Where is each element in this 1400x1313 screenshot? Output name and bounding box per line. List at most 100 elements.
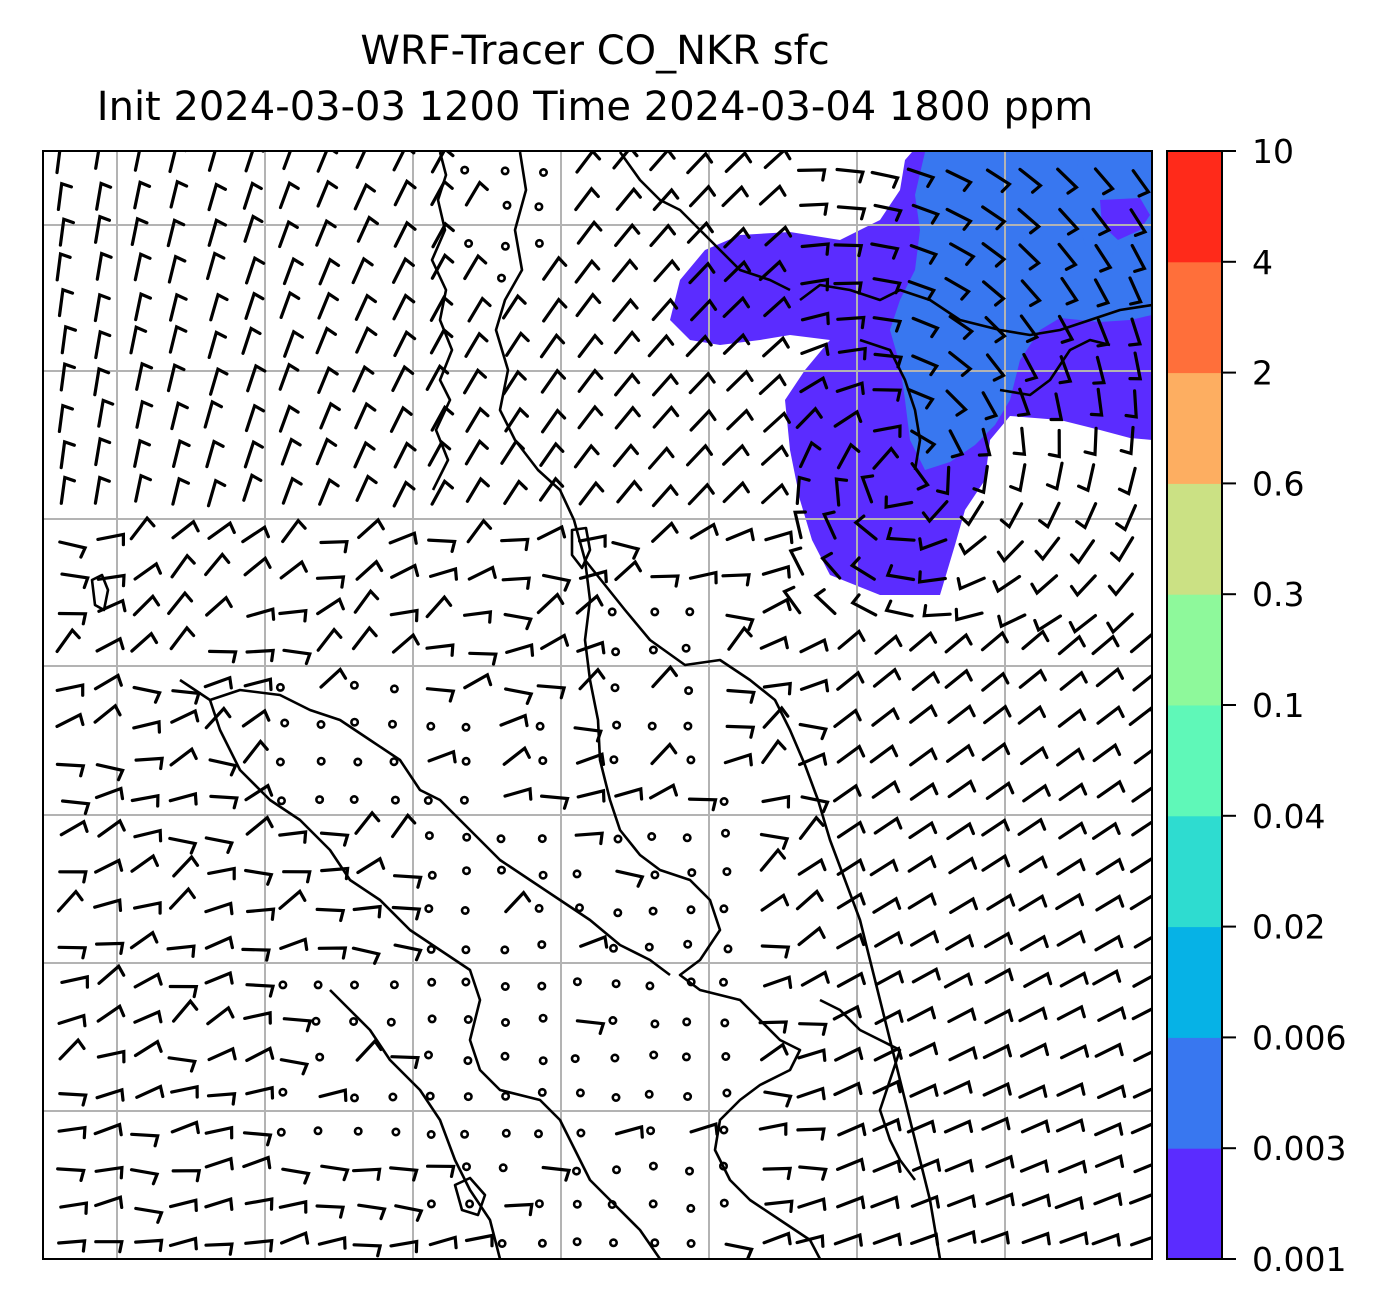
wind-barb: [94, 1165, 124, 1180]
wind-barb: [355, 474, 378, 502]
wind-barb: [1096, 704, 1125, 725]
wind-barb: [1020, 1119, 1051, 1134]
calm-wind-marker: [538, 1056, 548, 1066]
wind-barb: [911, 354, 940, 377]
wind-barb: [243, 214, 264, 243]
wind-barb: [985, 353, 1006, 382]
calm-wind-marker: [534, 903, 544, 913]
wind-barb: [649, 782, 678, 800]
calm-wind-marker: [607, 1200, 617, 1210]
wind-barb: [1020, 745, 1049, 766]
wind-barb: [832, 1004, 862, 1021]
wind-barb: [575, 752, 606, 766]
wind-barb: [689, 408, 717, 432]
wind-barb: [885, 564, 916, 582]
wind-barb: [172, 438, 191, 468]
wind-barb: [722, 443, 750, 466]
wind-barb: [463, 672, 493, 690]
calm-wind-marker: [538, 870, 548, 880]
wind-barb: [982, 280, 1007, 307]
calm-wind-marker: [311, 1016, 321, 1026]
wind-barb: [1056, 1004, 1086, 1021]
wind-barb: [1094, 1154, 1125, 1168]
calm-wind-marker: [611, 1093, 621, 1103]
wind-barb: [167, 590, 194, 615]
wind-barb: [949, 242, 976, 266]
wind-barb: [95, 1087, 125, 1102]
calm-wind-marker: [500, 1051, 510, 1061]
wind-barb: [1095, 666, 1124, 688]
wind-barb: [981, 671, 1010, 692]
wind-barb: [353, 440, 376, 469]
wind-barb: [539, 332, 566, 359]
calm-wind-marker: [461, 866, 471, 876]
calm-wind-marker: [648, 1199, 658, 1209]
wind-barb: [981, 1116, 1011, 1131]
wind-barb: [242, 1131, 273, 1147]
wind-barb: [813, 588, 837, 615]
wind-barb: [1009, 463, 1027, 493]
wind-barb: [872, 1079, 902, 1095]
wind-barb: [909, 244, 939, 265]
wind-barb: [873, 352, 904, 369]
wind-barb: [168, 791, 198, 806]
wind-barb: [1056, 929, 1086, 947]
wind-barb: [981, 242, 1007, 268]
wind-barb: [1019, 934, 1049, 952]
wind-barb: [207, 1046, 237, 1062]
wind-barb: [430, 179, 454, 207]
wind-barb: [836, 205, 867, 221]
calm-wind-marker: [611, 1165, 621, 1175]
wind-barb: [541, 1165, 572, 1182]
wind-barb: [356, 215, 379, 243]
wind-barb: [356, 856, 386, 875]
calm-wind-marker: [719, 1125, 729, 1135]
wind-barb: [763, 975, 793, 989]
calm-wind-marker: [461, 756, 471, 766]
wind-barb: [463, 367, 487, 395]
wind-barb: [724, 1242, 754, 1259]
wind-barb: [388, 531, 418, 545]
wind-barb: [58, 1037, 86, 1061]
calm-wind-marker: [388, 1092, 398, 1102]
wind-barb: [205, 595, 233, 617]
calm-wind-marker: [315, 795, 325, 805]
wind-barb: [574, 258, 601, 284]
coastline-northeast-strait: [999, 338, 1111, 397]
wind-barb: [279, 937, 309, 951]
wind-barb: [134, 1238, 164, 1253]
calm-wind-marker: [607, 607, 617, 617]
wind-barb: [763, 151, 792, 169]
wind-barb: [651, 483, 679, 508]
wind-barb: [209, 292, 229, 322]
wind-barb: [500, 438, 525, 465]
wind-barb: [169, 746, 198, 767]
wind-barb: [357, 1203, 387, 1221]
wind-barb: [168, 836, 198, 855]
wind-barb: [721, 184, 749, 208]
wind-barb: [536, 684, 567, 700]
wind-barb: [764, 530, 794, 545]
wind-barb: [94, 786, 125, 801]
wind-barb: [944, 1158, 974, 1173]
wind-barb: [884, 495, 914, 510]
wind-barb: [1060, 276, 1079, 306]
wind-barb: [796, 1086, 826, 1101]
wind-barb: [872, 316, 903, 333]
calm-wind-marker: [387, 719, 397, 729]
wind-barb: [1018, 894, 1048, 912]
wind-barb: [799, 440, 822, 469]
wind-barb: [93, 673, 123, 691]
calm-wind-marker: [426, 1130, 436, 1140]
wind-barb: [135, 361, 154, 391]
wind-barb: [650, 574, 680, 588]
wind-barb: [1093, 167, 1115, 196]
wind-barb: [647, 333, 675, 358]
wind-barb: [133, 1009, 163, 1024]
calm-wind-marker: [534, 238, 544, 248]
calm-wind-marker: [276, 1127, 286, 1137]
wind-barb: [133, 438, 151, 468]
calm-wind-marker: [645, 981, 655, 991]
wind-barb: [59, 362, 76, 392]
wind-barb: [761, 482, 789, 505]
